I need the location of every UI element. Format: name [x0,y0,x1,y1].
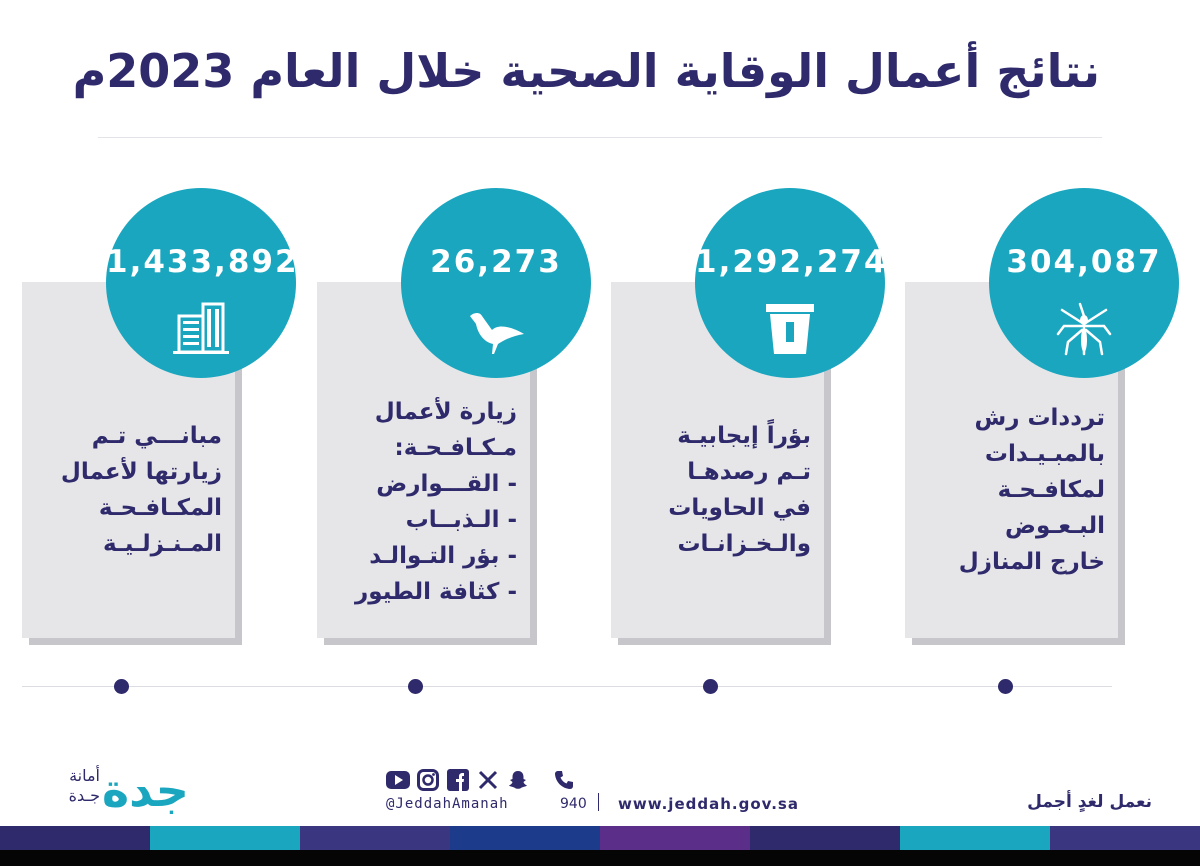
trash-bin-icon [766,304,814,354]
mosquito-icon [1056,302,1112,356]
x-icon[interactable] [476,768,500,792]
youtube-icon[interactable] [386,768,410,792]
website-link[interactable]: www.jeddah.gov.sa [618,795,799,813]
slogan: نعمل لغدٍ أجمل [1027,792,1152,812]
logo-text: أمانة جـدة [68,766,100,805]
stat-value: 1,292,274 [695,244,888,280]
stat-circle: 1,433,892 [106,188,299,378]
snapchat-icon[interactable] [506,768,530,792]
buildings-icon [173,302,229,354]
title-divider [98,137,1102,138]
social-icons [386,766,576,794]
timeline-line [22,686,1112,687]
stat-value: 1,433,892 [106,244,299,280]
social-handle[interactable]: @JeddahAmanah [386,796,509,812]
stat-circle: 304,087 [989,188,1179,378]
stat-description: ترددات رش بالمبـيـدات لمكافـحـة البـعـوض… [958,405,1105,575]
stat-circle: 26,273 [401,188,591,378]
stat-description: زيارة لأعمال مـكـافـحـة: - القـــوارض - … [355,399,517,605]
bottom-edge [0,850,1200,866]
timeline-dot [703,679,718,694]
stat-description: بؤراً إيجابيـة تـم رصدهـا في الحاويات وا… [668,423,811,557]
stat-card-positive-sites: 1,292,274 بؤراً إيجابيـة تـم رصدهـا في ا… [611,148,886,648]
bird-icon [470,313,524,354]
color-band [0,826,1200,850]
stat-card-spraying: 304,087 ترددات رش بالمبـيـدات لمكافـحـة … [905,148,1179,648]
timeline-dot [408,679,423,694]
stat-circle: 1,292,274 [695,188,888,378]
phone-icon[interactable] [552,768,576,792]
stat-card-buildings: 1,433,892 مبانـــي تـم زيارتها لأعمال ال… [22,148,297,648]
footer-separator [598,793,599,811]
timeline-dot [114,679,129,694]
page-title: نتائج أعمال الوقاية الصحية خلال العام 20… [72,44,1100,98]
logo-mark: جدة [102,763,189,817]
instagram-icon[interactable] [416,768,440,792]
stat-value: 26,273 [430,244,562,280]
facebook-icon[interactable] [446,768,470,792]
stat-card-pest-visits: 26,273 زيارة لأعمال مـكـافـحـة: - القـــ… [317,148,591,648]
stat-value: 304,087 [1006,244,1162,280]
timeline-dot [998,679,1013,694]
stat-description: مبانـــي تـم زيارتها لأعمال المكـافـحـة … [60,423,222,557]
phone-number[interactable]: 940 [560,796,587,812]
